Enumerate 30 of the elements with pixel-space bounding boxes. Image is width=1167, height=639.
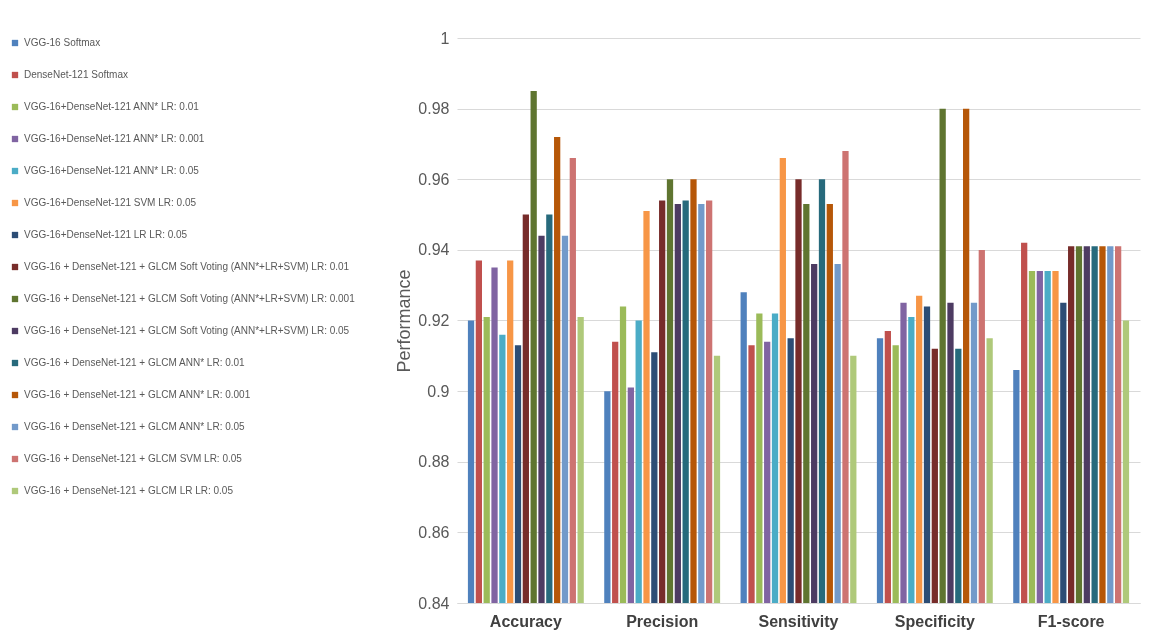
y-tick-label: 0.84 (418, 594, 450, 612)
x-tick-label: Precision (626, 612, 699, 630)
y-tick-label: 0.96 (418, 170, 450, 188)
legend-label: VGG-16+DenseNet-121 ANN* LR: 0.01 (24, 101, 200, 112)
y-tick-label: 1 (440, 29, 450, 47)
x-tick-label: Sensitivity (758, 612, 839, 630)
legend-label: VGG-16 + DenseNet-121 + GLCM Soft Voting (ANN*+LR+SVM) LR: 0.01 (24, 261, 350, 272)
x-tick-label: Specificity (894, 612, 975, 630)
x-tick-label: Accuracy (489, 612, 562, 630)
legend-label: VGG-16 + DenseNet-121 + GLCM Soft Voting (ANN*+LR+SVM) LR: 0.05 (24, 325, 350, 336)
y-tick-label: 0.86 (418, 523, 450, 541)
y-tick-label: 0.9 (427, 382, 450, 400)
x-tick-label: F1-score (1037, 612, 1105, 630)
legend-label: VGG-16 Softmax (24, 37, 101, 48)
legend-label: VGG-16 + DenseNet-121 + GLCM SVM LR: 0.05 (24, 453, 243, 464)
legend-label: VGG-16 + DenseNet-121 + GLCM ANN* LR: 0.01 (24, 357, 246, 368)
y-tick-label: 0.98 (418, 100, 450, 118)
legend-label: VGG-16 + DenseNet-121 + GLCM Soft Voting (ANN*+LR+SVM) LR: 0.001 (24, 293, 356, 304)
y-axis-title: Performance (394, 269, 415, 373)
y-tick-label: 0.94 (418, 241, 450, 259)
y-tick-label: 0.88 (418, 453, 450, 471)
legend-label: VGG-16+DenseNet-121 ANN* LR: 0.05 (24, 165, 200, 176)
legend-label: VGG-16 + DenseNet-121 + GLCM LR LR: 0.05 (24, 485, 234, 496)
legend-label: VGG-16+DenseNet-121 ANN* LR: 0.001 (24, 133, 205, 144)
legend-label: VGG-16+DenseNet-121 SVM LR: 0.05 (24, 197, 197, 208)
y-tick-label: 0.92 (418, 312, 450, 329)
legend-label: VGG-16 + DenseNet-121 + GLCM ANN* LR: 0.05 (24, 421, 246, 432)
legend-label: DenseNet-121 Softmax (24, 69, 128, 80)
legend-label: VGG-16 + DenseNet-121 + GLCM ANN* LR: 0.001 (24, 389, 251, 400)
legend-label: VGG-16+DenseNet-121 LR LR: 0.05 (24, 229, 188, 240)
